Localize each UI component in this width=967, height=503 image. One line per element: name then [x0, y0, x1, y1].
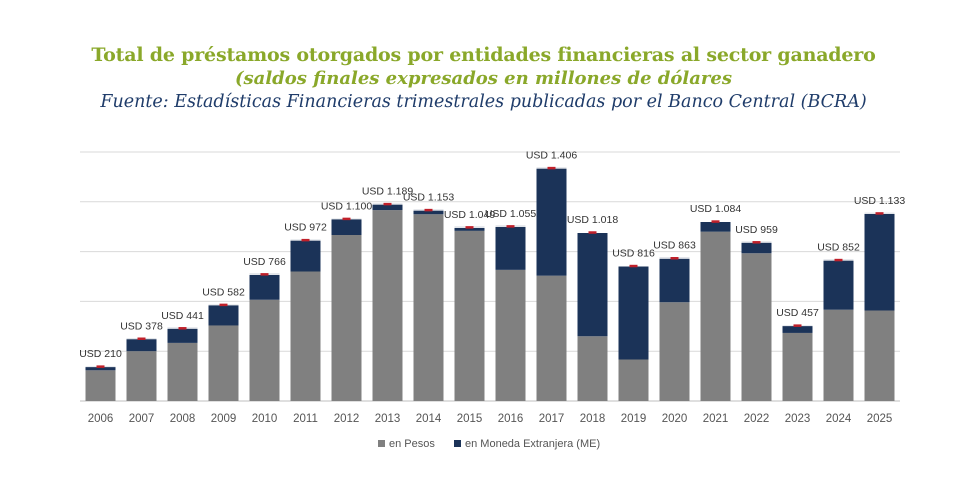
- x-tick-label: 2016: [498, 413, 524, 425]
- bar-pesos: [290, 271, 321, 401]
- x-tick-label: 2020: [662, 413, 688, 425]
- x-tick-label: 2019: [621, 413, 647, 425]
- bar-pesos: [249, 299, 280, 401]
- data-label: USD 1.133: [854, 195, 906, 207]
- x-tick-label: 2022: [744, 413, 770, 425]
- x-tick-label: 2008: [170, 413, 196, 425]
- chart-title: Total de préstamos otorgados por entidad…: [91, 44, 876, 66]
- data-label: USD 1.049: [444, 209, 496, 221]
- bar-pesos: [659, 302, 690, 401]
- bar-pesos: [741, 253, 772, 401]
- bar-pesos: [618, 359, 649, 401]
- bar-moneda-extranjera: [741, 241, 772, 254]
- bar-moneda-extranjera: [331, 218, 362, 235]
- data-label: USD 1.189: [362, 186, 414, 198]
- data-label: USD 1.100: [321, 200, 373, 212]
- bar-pesos: [85, 370, 116, 401]
- x-tick-label: 2013: [375, 413, 401, 425]
- bar-pesos: [782, 332, 813, 401]
- bar-moneda-extranjera: [249, 273, 280, 300]
- data-label: USD 582: [202, 286, 245, 298]
- bar-moneda-extranjera: [454, 226, 485, 231]
- bar-pesos: [536, 275, 567, 401]
- x-tick-label: 2014: [416, 413, 442, 425]
- data-label: USD 766: [243, 256, 286, 268]
- bar-pesos: [823, 309, 854, 401]
- bar-moneda-extranjera: [126, 338, 157, 352]
- bar-pesos: [372, 210, 403, 401]
- bar-moneda-extranjera: [864, 212, 895, 311]
- data-label: USD 1.018: [567, 214, 619, 226]
- bar-moneda-extranjera: [823, 259, 854, 310]
- data-label: USD 852: [817, 242, 860, 254]
- legend-swatch: [454, 440, 461, 447]
- bar-moneda-extranjera: [85, 366, 116, 371]
- data-label: USD 816: [612, 248, 655, 260]
- bar-pesos: [126, 351, 157, 401]
- data-label: USD 441: [161, 310, 204, 322]
- bar-pesos: [331, 235, 362, 401]
- bar-moneda-extranjera: [208, 304, 239, 326]
- data-label: USD 1.084: [690, 203, 742, 215]
- bar-moneda-extranjera: [495, 225, 526, 270]
- x-tick-label: 2015: [457, 413, 483, 425]
- bar-pesos: [413, 214, 444, 401]
- data-label: USD 959: [735, 224, 778, 236]
- bar-moneda-extranjera: [167, 327, 198, 343]
- x-tick-label: 2025: [867, 413, 893, 425]
- x-tick-label: 2017: [539, 413, 565, 425]
- data-label: USD 1.153: [403, 192, 455, 204]
- x-tick-label: 2006: [88, 413, 114, 425]
- bar-moneda-extranjera: [618, 265, 649, 360]
- x-tick-label: 2012: [334, 413, 360, 425]
- x-tick-label: 2010: [252, 413, 278, 425]
- bar-pesos: [577, 336, 608, 401]
- bar-pesos: [208, 325, 239, 401]
- data-label: USD 863: [653, 240, 696, 252]
- data-label: USD 210: [79, 348, 122, 360]
- data-label: USD 1.406: [526, 150, 578, 162]
- bar-moneda-extranjera: [782, 325, 813, 333]
- bar-moneda-extranjera: [290, 239, 321, 272]
- chart-source: Fuente: Estadísticas Financieras trimest…: [100, 92, 867, 112]
- bar-pesos: [454, 230, 485, 401]
- legend-label: en Moneda Extranjera (ME): [465, 438, 600, 450]
- bar-moneda-extranjera: [577, 232, 608, 337]
- data-label: USD 378: [120, 320, 163, 332]
- bar-pesos: [864, 310, 895, 401]
- bar-pesos: [167, 342, 198, 401]
- legend-label: en Pesos: [389, 438, 435, 450]
- bar-moneda-extranjera: [659, 257, 690, 303]
- bar-moneda-extranjera: [536, 167, 567, 276]
- bar-pesos: [700, 231, 731, 401]
- x-tick-label: 2011: [293, 413, 318, 425]
- x-tick-label: 2021: [703, 413, 729, 425]
- x-tick-label: 2023: [785, 413, 811, 425]
- x-tick-label: 2024: [826, 413, 852, 425]
- data-label: USD 457: [776, 307, 819, 319]
- data-label: USD 972: [284, 222, 327, 234]
- bar-moneda-extranjera: [700, 221, 731, 232]
- bar-moneda-extranjera: [372, 203, 403, 211]
- x-tick-label: 2007: [129, 413, 155, 425]
- bar-moneda-extranjera: [413, 209, 444, 215]
- x-tick-label: 2009: [211, 413, 237, 425]
- legend-swatch: [378, 440, 385, 447]
- chart-subtitle: (saldos finales expresados en millones d…: [235, 68, 732, 89]
- bar-pesos: [495, 269, 526, 401]
- data-label: USD 1.055: [485, 208, 537, 220]
- x-tick-label: 2018: [580, 413, 606, 425]
- chart-titles: Total de préstamos otorgados por entidad…: [0, 44, 967, 114]
